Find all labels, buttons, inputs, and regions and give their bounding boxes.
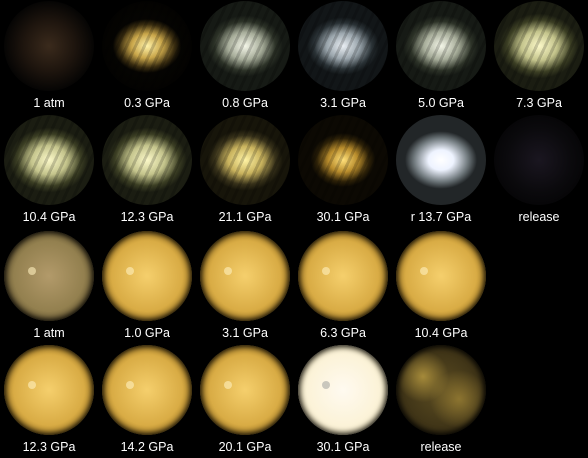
sample-image-cell: 14.2 GPa (98, 344, 196, 458)
sample-image-cell: 3.1 GPa (294, 0, 392, 114)
pressure-label: 30.1 GPa (316, 440, 370, 454)
crystal-sample-disc (200, 115, 290, 205)
crystal-sample-disc (4, 1, 94, 91)
powder-sample-disc (396, 231, 486, 321)
bubble-mark (322, 267, 330, 275)
powder-sample-disc (102, 345, 192, 435)
bubble-mark (28, 381, 36, 389)
pressure-label: 14.2 GPa (120, 440, 174, 454)
bubble-mark (322, 381, 330, 389)
sample-image-cell: 5.0 GPa (392, 0, 490, 114)
powder-sample-disc (102, 231, 192, 321)
crystal-sample-disc (298, 1, 388, 91)
sample-image-cell: 10.4 GPa (392, 230, 490, 344)
bubble-mark (126, 381, 134, 389)
sample-image-cell: 30.1 GPa (294, 344, 392, 458)
crystal-sample-disc (396, 115, 486, 205)
pressure-label: 7.3 GPa (516, 96, 562, 110)
pressure-label: 3.1 GPa (320, 96, 366, 110)
bubble-mark (420, 267, 428, 275)
pressure-label: 0.3 GPa (124, 96, 170, 110)
sample-image-cell: 3.1 GPa (196, 230, 294, 344)
bubble-mark (28, 267, 36, 275)
pressure-label: 1 atm (33, 326, 65, 340)
powder-sample-disc (4, 345, 94, 435)
powder-sample-disc (396, 345, 486, 435)
pressure-label: 1 atm (33, 96, 65, 110)
powder-sample-disc (200, 345, 290, 435)
pressure-label: 6.3 GPa (320, 326, 366, 340)
pressure-label: 21.1 GPa (218, 210, 272, 224)
pressure-label: 20.1 GPa (218, 440, 272, 454)
crystal-sample-disc (396, 1, 486, 91)
sample-image-cell: 1 atm (0, 230, 98, 344)
crystal-sample-disc (494, 1, 584, 91)
pressure-label: 10.4 GPa (414, 326, 468, 340)
sample-image-cell: 12.3 GPa (0, 344, 98, 458)
crystal-sample-disc (200, 1, 290, 91)
crystal-sample-disc (4, 115, 94, 205)
pressure-label: 30.1 GPa (316, 210, 370, 224)
pressure-label: 12.3 GPa (22, 440, 76, 454)
crystal-sample-disc (494, 115, 584, 205)
crystal-sample-disc (102, 115, 192, 205)
powder-sample-disc (298, 231, 388, 321)
powder-sample-disc (298, 345, 388, 435)
bubble-mark (224, 381, 232, 389)
powder-sample-disc (4, 231, 94, 321)
powder-sample-disc (200, 231, 290, 321)
crystal-sample-disc (102, 1, 192, 91)
pressure-label: 0.8 GPa (222, 96, 268, 110)
pressure-label: 10.4 GPa (22, 210, 76, 224)
pressure-label: release (420, 440, 462, 454)
bubble-mark (224, 267, 232, 275)
bubble-mark (126, 267, 134, 275)
pressure-label: r 13.7 GPa (410, 210, 472, 224)
crystal-sample-disc (298, 115, 388, 205)
pressure-label: 5.0 GPa (418, 96, 464, 110)
sample-image-cell: 21.1 GPa (196, 114, 294, 228)
sample-image-cell: 0.8 GPa (196, 0, 294, 114)
sample-image-cell: r 13.7 GPa (392, 114, 490, 228)
sample-image-cell: 1 atm (0, 0, 98, 114)
sample-image-cell: 6.3 GPa (294, 230, 392, 344)
sample-image-cell: 7.3 GPa (490, 0, 588, 114)
sample-image-cell: 20.1 GPa (196, 344, 294, 458)
sample-image-cell: 12.3 GPa (98, 114, 196, 228)
sample-image-cell: 0.3 GPa (98, 0, 196, 114)
pressure-label: release (518, 210, 560, 224)
sample-image-cell: release (392, 344, 490, 458)
sample-image-cell: 1.0 GPa (98, 230, 196, 344)
pressure-label: 3.1 GPa (222, 326, 268, 340)
sample-image-cell: 30.1 GPa (294, 114, 392, 228)
sample-image-cell: 10.4 GPa (0, 114, 98, 228)
sample-image-cell: release (490, 114, 588, 228)
pressure-label: 1.0 GPa (124, 326, 170, 340)
pressure-label: 12.3 GPa (120, 210, 174, 224)
